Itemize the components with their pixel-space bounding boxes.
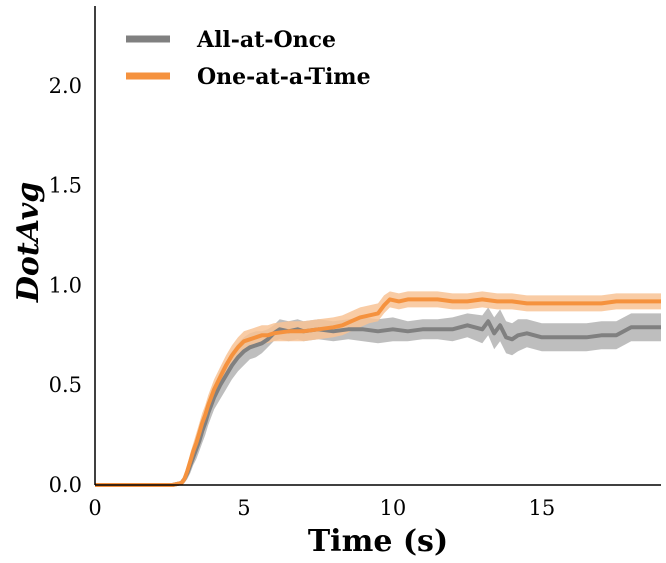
series-line-one-at-a-time	[95, 297, 661, 487]
y-tick-label: 1.5	[49, 174, 82, 198]
band-one-at-a-time	[95, 291, 661, 485]
x-tick-label: 0	[88, 496, 101, 520]
y-axis-title: DotAvg	[11, 182, 46, 303]
y-tick-label: 0.0	[49, 473, 82, 497]
x-tick-label: 15	[528, 496, 555, 520]
legend: All-at-Once One-at-a-Time	[126, 27, 371, 90]
x-tick-label: 5	[237, 496, 250, 520]
x-tick-label: 10	[380, 496, 407, 520]
band-all-at-once	[95, 307, 661, 485]
y-tick-labels: 0.0 0.5 1.0 1.5 2.0	[49, 74, 82, 497]
y-tick-label: 1.0	[49, 273, 82, 297]
x-axis-title: Time (s)	[308, 524, 448, 559]
series-lines	[95, 297, 661, 487]
y-tick-label: 2.0	[49, 74, 82, 98]
confidence-bands	[95, 291, 661, 485]
x-tick-labels: 0 5 10 15	[88, 496, 555, 520]
legend-label-all-at-once: All-at-Once	[196, 27, 336, 53]
legend-label-one-at-a-time: One-at-a-Time	[197, 64, 371, 90]
y-tick-label: 0.5	[49, 373, 82, 397]
